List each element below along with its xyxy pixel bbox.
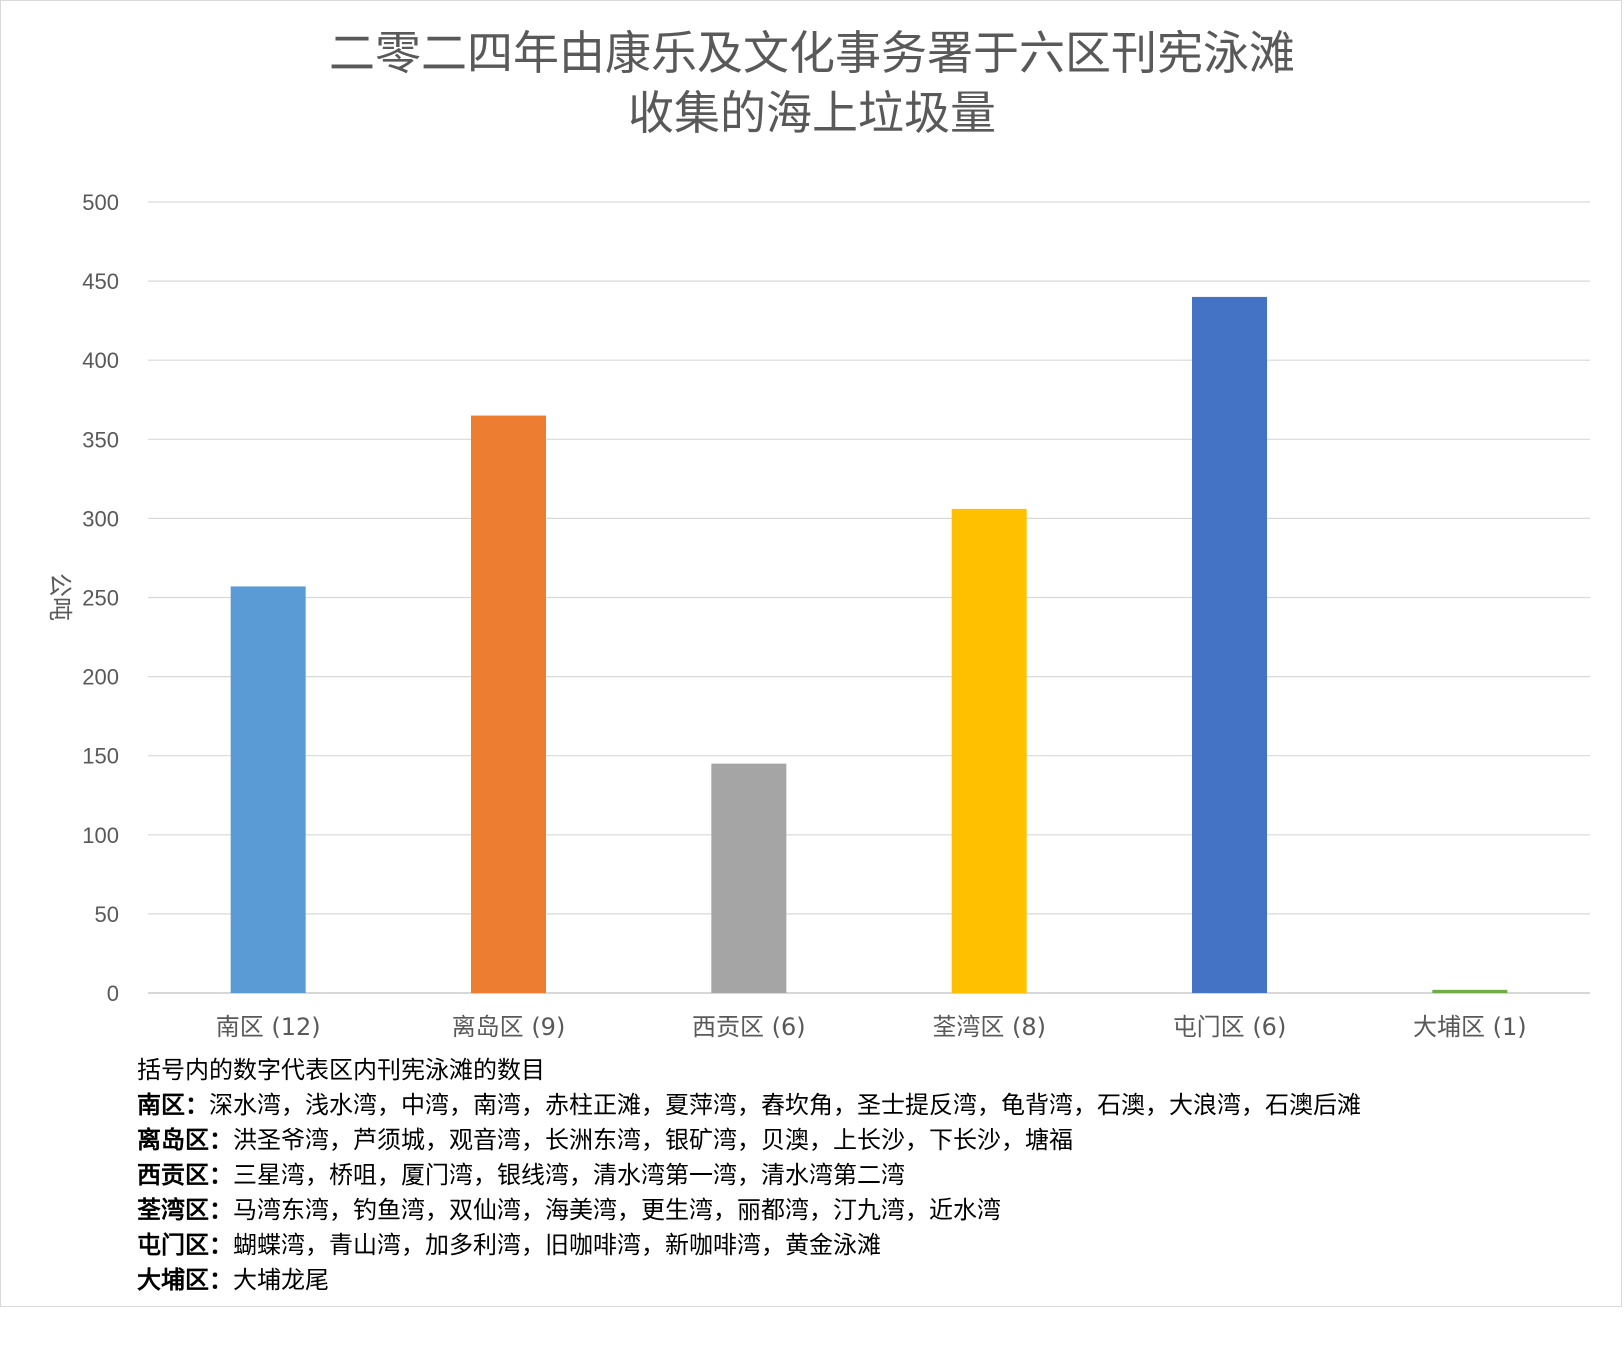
note-beaches: 洪圣爷湾，芦须城，观音湾，长洲东湾，银矿湾，贝澳，上长沙，下长沙，塘福 bbox=[233, 1126, 1073, 1154]
note-region: 西贡区： bbox=[137, 1161, 233, 1189]
bar bbox=[230, 586, 306, 993]
note-region: 离岛区： bbox=[137, 1126, 233, 1154]
chart-title-line1: 二零二四年由康乐及文化事务署于六区刊宪泳滩 bbox=[329, 26, 1295, 80]
notes-heading: 括号内的数字代表区内刊宪泳滩的数目 bbox=[137, 1056, 545, 1084]
x-tick-label: 离岛区 (9) bbox=[452, 1013, 566, 1041]
note-beaches: 深水湾，浅水湾，中湾，南湾，赤柱正滩，夏萍湾，舂坎角，圣士提反湾，龟背湾，石澳，… bbox=[209, 1091, 1361, 1119]
note-beaches: 蝴蝶湾，青山湾，加多利湾，旧咖啡湾，新咖啡湾，黄金泳滩 bbox=[233, 1231, 881, 1259]
notes: 括号内的数字代表区内刊宪泳滩的数目 南区：深水湾，浅水湾，中湾，南湾，赤柱正滩，… bbox=[137, 1053, 1361, 1298]
note-beaches: 三星湾，桥咀，厦门湾，银线湾，清水湾第一湾，清水湾第二湾 bbox=[233, 1161, 905, 1189]
x-tick-label: 大埔区 (1) bbox=[1413, 1013, 1527, 1041]
y-axis-label: 公吨 bbox=[46, 573, 74, 621]
y-tick-label: 200 bbox=[82, 665, 119, 690]
y-tick-label: 500 bbox=[82, 190, 119, 215]
note-region: 大埔区： bbox=[137, 1266, 233, 1294]
note-row: 南区：深水湾，浅水湾，中湾，南湾，赤柱正滩，夏萍湾，舂坎角，圣士提反湾，龟背湾，… bbox=[137, 1088, 1361, 1123]
note-region: 南区： bbox=[137, 1091, 209, 1119]
x-tick-label: 屯门区 (6) bbox=[1173, 1013, 1287, 1041]
note-row: 离岛区：洪圣爷湾，芦须城，观音湾，长洲东湾，银矿湾，贝澳，上长沙，下长沙，塘福 bbox=[137, 1123, 1361, 1158]
note-row: 屯门区：蝴蝶湾，青山湾，加多利湾，旧咖啡湾，新咖啡湾，黄金泳滩 bbox=[137, 1228, 1361, 1263]
y-tick-label: 400 bbox=[82, 348, 119, 373]
y-tick-label: 300 bbox=[82, 506, 119, 531]
bars bbox=[230, 296, 1508, 993]
y-tick-label: 50 bbox=[95, 902, 119, 927]
note-region: 荃湾区： bbox=[137, 1196, 233, 1224]
x-tick-label: 南区 (12) bbox=[216, 1013, 321, 1041]
chart-title-line2: 收集的海上垃圾量 bbox=[628, 86, 996, 140]
bar-chart: 0 50 100 150 200 250 300 350 400 450 500 南区 (12) 离岛… bbox=[46, 190, 1590, 1041]
note-row: 荃湾区：马湾东湾，钓鱼湾，双仙湾，海美湾，更生湾，丽都湾，汀九湾，近水湾 bbox=[137, 1193, 1361, 1228]
y-tick-label: 150 bbox=[82, 744, 119, 769]
y-axis-ticks: 0 50 100 150 200 250 300 350 400 450 500 bbox=[82, 190, 119, 1006]
gridlines bbox=[148, 201, 1590, 994]
y-tick-label: 0 bbox=[107, 981, 119, 1006]
bar bbox=[1432, 989, 1508, 993]
y-tick-label: 350 bbox=[82, 427, 119, 452]
bar bbox=[951, 508, 1027, 993]
bar bbox=[711, 763, 787, 993]
x-axis-labels: 南区 (12) 离岛区 (9) 西贡区 (6) 荃湾区 (8) 屯门区 (6) 大埔区 (… bbox=[216, 1013, 1527, 1041]
note-row: 西贡区：三星湾，桥咀，厦门湾，银线湾，清水湾第一湾，清水湾第二湾 bbox=[137, 1158, 1361, 1193]
x-tick-label: 荃湾区 (8) bbox=[932, 1013, 1046, 1041]
bar bbox=[471, 415, 546, 993]
bar bbox=[1192, 296, 1267, 993]
note-region: 屯门区： bbox=[137, 1231, 233, 1259]
note-beaches: 马湾东湾，钓鱼湾，双仙湾，海美湾，更生湾，丽都湾，汀九湾，近水湾 bbox=[233, 1196, 1001, 1224]
note-row: 大埔区：大埔龙尾 bbox=[137, 1263, 1361, 1298]
x-tick-label: 西贡区 (6) bbox=[692, 1013, 806, 1041]
y-tick-label: 250 bbox=[82, 586, 119, 611]
y-tick-label: 450 bbox=[82, 269, 119, 294]
y-tick-label: 100 bbox=[82, 823, 119, 848]
note-beaches: 大埔龙尾 bbox=[233, 1266, 329, 1294]
